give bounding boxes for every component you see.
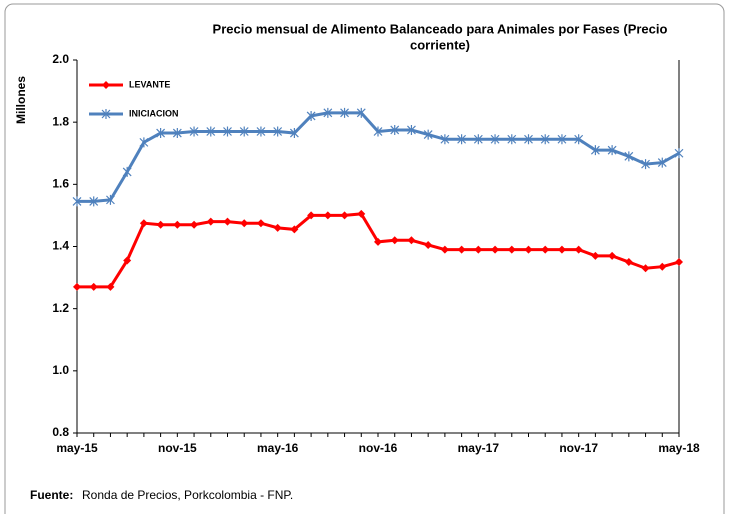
marker: [491, 245, 500, 254]
marker: [675, 258, 683, 267]
y-axis-label: Millones: [14, 76, 28, 124]
marker: [524, 245, 533, 254]
marker: [474, 245, 483, 254]
marker: [239, 126, 249, 137]
x-tick-label: nov-16: [359, 441, 398, 455]
marker: [490, 134, 500, 145]
marker: [256, 219, 265, 228]
marker: [624, 151, 634, 162]
marker: [189, 126, 199, 137]
marker: [123, 256, 132, 265]
marker: [457, 134, 467, 145]
marker: [424, 240, 433, 249]
source-text: Ronda de Precios, Porkcolombia - FNP.: [82, 488, 293, 502]
marker: [607, 145, 617, 156]
marker: [356, 107, 366, 118]
marker: [658, 262, 667, 271]
legend-label: LEVANTE: [129, 79, 170, 89]
marker: [407, 124, 416, 135]
marker: [340, 107, 349, 118]
marker: [101, 109, 111, 119]
marker: [524, 134, 533, 145]
marker: [641, 159, 650, 170]
marker: [139, 219, 148, 228]
marker: [223, 126, 232, 137]
marker: [557, 134, 567, 145]
marker: [407, 236, 416, 245]
marker: [440, 134, 450, 145]
y-tick-label: 1.4: [52, 239, 69, 253]
marker: [73, 282, 81, 291]
y-tick-label: 1.0: [52, 363, 69, 377]
marker: [473, 134, 483, 145]
marker: [307, 211, 316, 220]
marker: [574, 134, 584, 145]
y-tick-label: 0.8: [52, 425, 69, 439]
marker: [674, 148, 684, 159]
marker: [290, 225, 299, 234]
y-tick-label: 1.6: [52, 177, 69, 191]
marker: [423, 129, 433, 140]
x-tick-label: may-18: [658, 441, 700, 455]
marker: [122, 166, 132, 177]
marker: [440, 245, 449, 254]
marker: [624, 258, 633, 267]
marker: [190, 220, 199, 229]
marker: [574, 245, 583, 254]
marker: [590, 145, 600, 156]
marker: [591, 251, 600, 260]
marker: [507, 245, 516, 254]
x-tick-label: may-16: [257, 441, 299, 455]
marker: [106, 282, 115, 291]
marker: [223, 217, 232, 226]
marker: [641, 264, 650, 273]
marker: [273, 223, 282, 232]
frame: [4, 3, 725, 514]
marker: [541, 245, 550, 254]
y-tick-label: 1.2: [52, 301, 69, 315]
marker: [173, 220, 182, 229]
marker: [507, 134, 517, 145]
y-tick-label: 2.0: [52, 52, 69, 66]
legend-label: INICIACION: [129, 108, 179, 118]
chart-title: Precio mensual de Alimento Balanceado pa…: [213, 21, 668, 36]
marker: [156, 220, 165, 229]
marker: [206, 126, 216, 137]
marker: [306, 110, 316, 121]
marker: [289, 128, 299, 139]
marker: [106, 194, 115, 205]
marker: [89, 196, 99, 207]
marker: [72, 196, 82, 207]
x-tick-label: nov-15: [158, 441, 197, 455]
marker: [206, 217, 215, 226]
marker: [172, 128, 182, 139]
marker: [323, 211, 332, 220]
x-tick-label: may-15: [56, 441, 98, 455]
marker: [240, 219, 249, 228]
marker: [273, 126, 283, 137]
marker: [374, 237, 382, 246]
marker: [323, 107, 333, 118]
marker: [340, 211, 349, 220]
marker: [457, 245, 466, 254]
marker: [102, 81, 110, 89]
marker: [540, 134, 550, 145]
marker: [139, 137, 149, 148]
marker: [156, 128, 166, 139]
marker: [89, 282, 98, 291]
y-tick-label: 1.8: [52, 114, 69, 128]
marker: [390, 124, 400, 135]
marker: [357, 209, 366, 218]
x-tick-label: nov-17: [559, 441, 598, 455]
marker: [390, 236, 399, 245]
chart-title: corriente): [410, 37, 470, 52]
x-tick-label: may-17: [458, 441, 500, 455]
source-label: Fuente:: [30, 488, 73, 502]
marker: [608, 251, 617, 260]
marker: [657, 157, 667, 168]
marker: [557, 245, 566, 254]
marker: [373, 126, 383, 137]
marker: [256, 126, 266, 137]
